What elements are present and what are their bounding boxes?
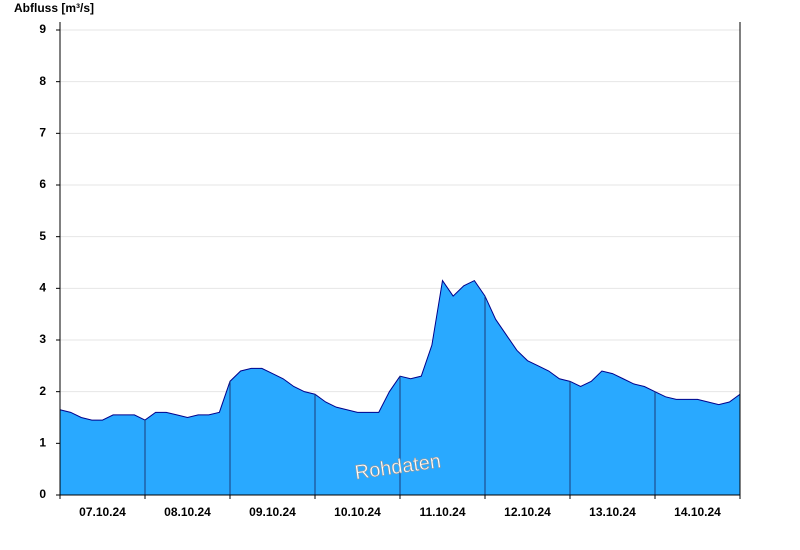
y-tick-label: 0 [39,487,46,501]
y-axis-label: Abfluss [m³/s] [14,1,94,15]
y-tick-label: 4 [39,281,46,295]
y-tick-label: 2 [39,384,46,398]
x-tick-label: 11.10.24 [419,505,465,519]
x-tick-label: 10.10.24 [334,505,381,519]
x-tick-label: 12.10.24 [504,505,551,519]
y-tick-label: 3 [39,332,46,346]
x-tick-label: 07.10.24 [79,505,126,519]
y-tick-label: 8 [39,74,46,88]
x-tick-label: 09.10.24 [249,505,296,519]
y-tick-label: 5 [39,229,46,243]
x-tick-label: 08.10.24 [164,505,211,519]
y-tick-label: 6 [39,177,46,191]
y-tick-label: 1 [39,436,46,450]
y-tick-label: 7 [39,126,46,140]
x-tick-label: 14.10.24 [674,505,721,519]
x-tick-label: 13.10.24 [589,505,636,519]
y-tick-label: 9 [39,22,46,36]
